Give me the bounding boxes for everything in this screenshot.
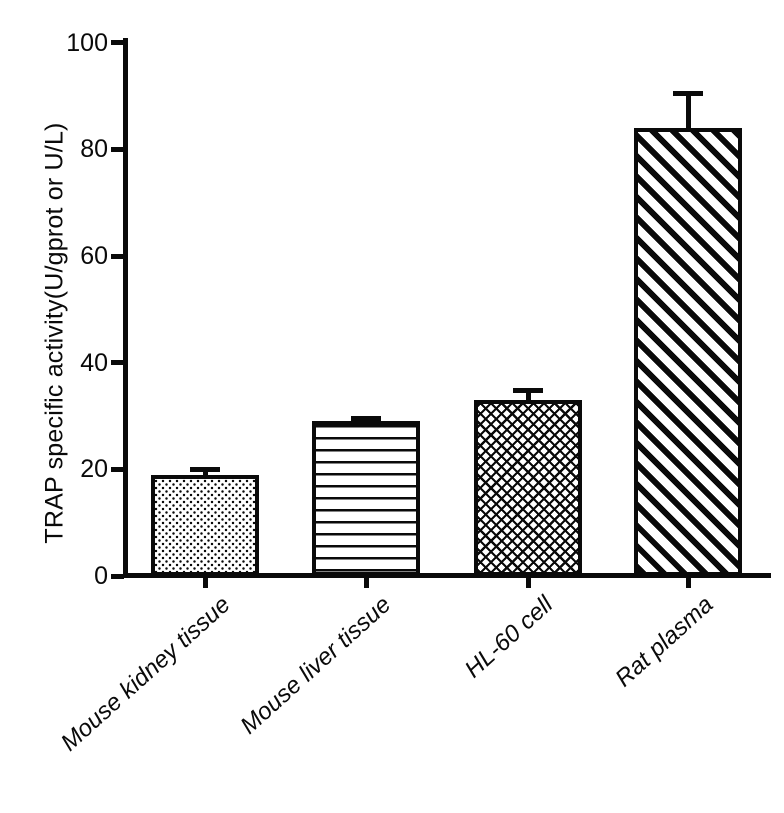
error-bar-stem <box>685 90 691 137</box>
error-bar-stem <box>202 466 208 483</box>
error-bar-cap <box>351 416 381 422</box>
x-tick-mark <box>525 578 531 588</box>
y-tick-mark <box>111 146 124 152</box>
y-tick-label: 0 <box>94 562 108 590</box>
x-tick-mark <box>685 578 691 588</box>
bar-mouse-kidney-tissue <box>151 474 259 576</box>
x-axis-line <box>123 573 771 578</box>
y-tick-label: 80 <box>80 135 108 164</box>
x-category-label: Rat plasma <box>609 591 719 693</box>
bar-hl-60-cell <box>474 400 582 576</box>
x-category-label: HL-60 cell <box>459 591 559 684</box>
y-tick-label: 20 <box>80 455 108 484</box>
x-category-label: Mouse kidney tissue <box>55 591 236 757</box>
y-tick-mark <box>111 253 124 259</box>
bar-mouse-liver-tissue <box>312 421 420 576</box>
y-axis-line <box>123 38 128 578</box>
y-tick-label: 40 <box>80 348 108 377</box>
x-tick-mark <box>363 578 369 588</box>
error-bar-cap <box>513 387 543 393</box>
bar-rat-plasma <box>634 128 742 576</box>
error-bar-stem <box>525 387 531 408</box>
error-bar-cap <box>673 90 703 96</box>
y-tick-mark <box>111 40 124 46</box>
y-tick-mark <box>111 360 124 366</box>
x-category-label: Mouse liver tissue <box>235 591 397 740</box>
y-tick-label: 100 <box>66 28 108 57</box>
y-tick-label: 60 <box>80 242 108 271</box>
y-tick-mark <box>111 573 124 579</box>
x-tick-mark <box>202 578 208 588</box>
error-bar-cap <box>190 466 220 472</box>
y-tick-mark <box>111 466 124 472</box>
